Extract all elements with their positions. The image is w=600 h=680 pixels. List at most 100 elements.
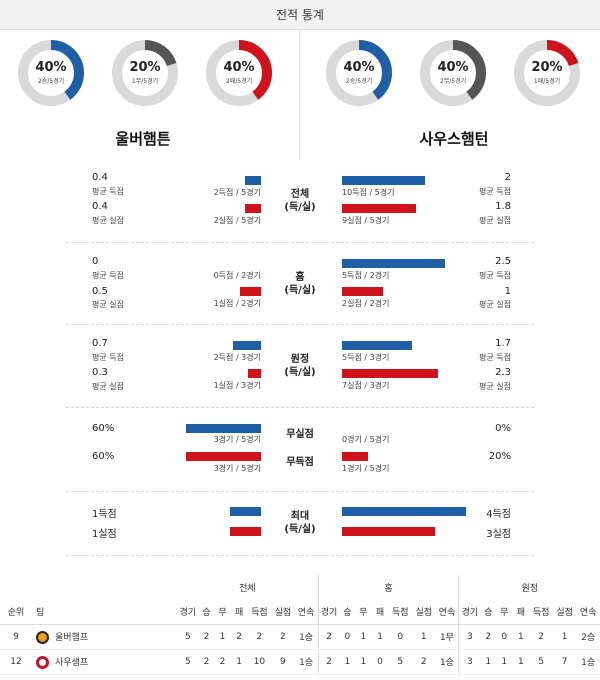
away-ga-avg: 1: [504, 286, 511, 297]
donut-ring: [326, 40, 392, 106]
away-ga-bar: [342, 369, 438, 378]
home-loss-donut: 40% 2패/5경기: [206, 40, 272, 106]
stat-cell: 3: [458, 624, 481, 650]
stat-cell: 1: [480, 649, 497, 675]
rank-cell: 12: [0, 649, 33, 675]
away-team-name: 사우스햄턴: [419, 130, 489, 148]
stat-cell: 1: [230, 649, 248, 675]
stat-cell: 2: [271, 624, 295, 650]
away-max-ga-bar: [342, 527, 435, 536]
stat-cell: 1: [512, 624, 530, 650]
stat-cell: 7: [552, 649, 577, 675]
home-no-score: 60%: [92, 451, 115, 462]
stat-cell: 1: [214, 624, 231, 650]
home-max-gf-bar: [230, 507, 261, 516]
away-gf-bar: [342, 259, 445, 268]
team-cell[interactable]: 울버햄프: [32, 624, 178, 650]
home-max-gf: 1득점: [92, 509, 117, 520]
away-ga-bar-label: 9실점 / 5경기: [342, 216, 390, 225]
away-gf-avg: 1.7: [495, 338, 511, 349]
donut-percent: 20%: [129, 60, 161, 75]
stat-cell: 1승: [576, 649, 600, 675]
away-loss-donut: 20% 1패/5경기: [514, 40, 580, 106]
donut-ring: [112, 40, 178, 106]
home-no-score-bar: [186, 452, 261, 461]
home-gf-bar-label: 2득점 / 3경기: [213, 353, 261, 362]
away-no-score-bar: [342, 452, 368, 461]
away-max-gf: 4득점: [486, 509, 511, 520]
donut-caption: 2무/5경기: [439, 78, 467, 85]
no-score-label: 무득점: [286, 457, 314, 468]
stat-cell: 9: [271, 649, 295, 675]
donut-percent: 40%: [437, 60, 469, 75]
stat-cell: 2: [198, 649, 215, 675]
donut-caption: 1패/5경기: [533, 78, 561, 85]
col-draw: 무: [496, 599, 513, 625]
team-cell[interactable]: 사우샘프: [32, 649, 178, 675]
col-gf: 득점: [247, 599, 272, 625]
away-ga-bar-label: 7실점 / 3경기: [342, 381, 390, 390]
away-ga-label: 평균 실점: [479, 300, 511, 309]
stat-cell: 5: [529, 649, 553, 675]
stat-cell: 2: [214, 649, 231, 675]
home-gf-label: 평균 득점: [92, 353, 124, 362]
col-ga: 실점: [411, 599, 436, 625]
stat-cell: 5: [177, 649, 199, 675]
center-label: 원정 (득/실): [284, 354, 316, 378]
col-team: 팀: [32, 599, 178, 625]
stat-cell: 2: [247, 624, 272, 650]
rank-cell: 9: [0, 624, 33, 650]
col-win: 승: [198, 599, 215, 625]
stat-cell: 5: [388, 649, 412, 675]
away-clean-sheet: 0%: [495, 423, 511, 434]
away-ga-avg: 1.8: [495, 201, 511, 212]
home-no-score-bar-label: 3경기 / 5경기: [213, 464, 261, 473]
home-ga-avg: 0.4: [92, 201, 108, 212]
away-ga-label: 평균 실점: [479, 382, 511, 391]
wolves-logo-icon: [36, 630, 50, 644]
home-ga-avg: 0.5: [92, 286, 108, 297]
home-ga-avg: 0.3: [92, 367, 108, 378]
col-ga: 실점: [552, 599, 577, 625]
center-label: 전체 (득/실): [284, 189, 316, 213]
home-ga-bar-label: 1실점 / 2경기: [213, 299, 261, 308]
stat-cell: 1: [512, 649, 530, 675]
clean-sheet-label: 무실점: [286, 429, 314, 440]
home-max-ga-bar: [230, 527, 261, 536]
col-loss: 패: [230, 599, 248, 625]
home-clean-sheet-bar: [186, 424, 261, 433]
home-clean-sheet-bar-label: 3경기 / 5경기: [213, 435, 261, 444]
saints-logo-icon: [36, 655, 50, 669]
stat-cell: 2: [317, 649, 340, 675]
away-gf-avg: 2.5: [495, 256, 511, 267]
away-no-score: 20%: [488, 451, 511, 462]
away-gf-bar-label: 10득점 / 5경기: [342, 188, 395, 197]
away-draw-donut: 40% 2무/5경기: [420, 40, 486, 106]
stat-cell: 2: [317, 624, 340, 650]
donut-ring: [420, 40, 486, 106]
stat-cell: 2: [480, 624, 497, 650]
away-win-donut: 40% 2승/5경기: [326, 40, 392, 106]
home-ga-label: 평균 실점: [92, 382, 124, 391]
col-streak: 연속: [435, 599, 459, 625]
donut-ring: [18, 40, 84, 106]
away-gf-bar-label: 5득점 / 2경기: [342, 271, 390, 280]
col-streak: 연속: [576, 599, 600, 625]
table-column-header: 순위 팀 경기 승 무 패 득점 실점 연속 경기 승 무 패 득점 실점 연속 경기 승 무 패 득점 실점 연속: [0, 599, 600, 625]
stat-cell: 0: [371, 649, 389, 675]
col-rank: 순위: [0, 599, 33, 625]
away-ga-bar-label: 2실점 / 2경기: [342, 299, 390, 308]
donut-percent: 40%: [35, 60, 67, 75]
stat-cell: 2: [230, 624, 248, 650]
away-gf-label: 평균 득점: [479, 187, 511, 196]
donut-caption: 2승/5경기: [345, 78, 373, 85]
stat-cell: 5: [177, 624, 199, 650]
col-games: 경기: [317, 599, 340, 625]
away-max-gf-bar: [342, 507, 466, 516]
home-gf-bar-label: 0득점 / 2경기: [213, 271, 261, 280]
away-gf-label: 평균 득점: [479, 353, 511, 362]
col-loss: 패: [512, 599, 530, 625]
away-ga-label: 평균 실점: [479, 216, 511, 225]
home-draw-donut: 20% 1무/5경기: [112, 40, 178, 106]
col-gf: 득점: [529, 599, 553, 625]
